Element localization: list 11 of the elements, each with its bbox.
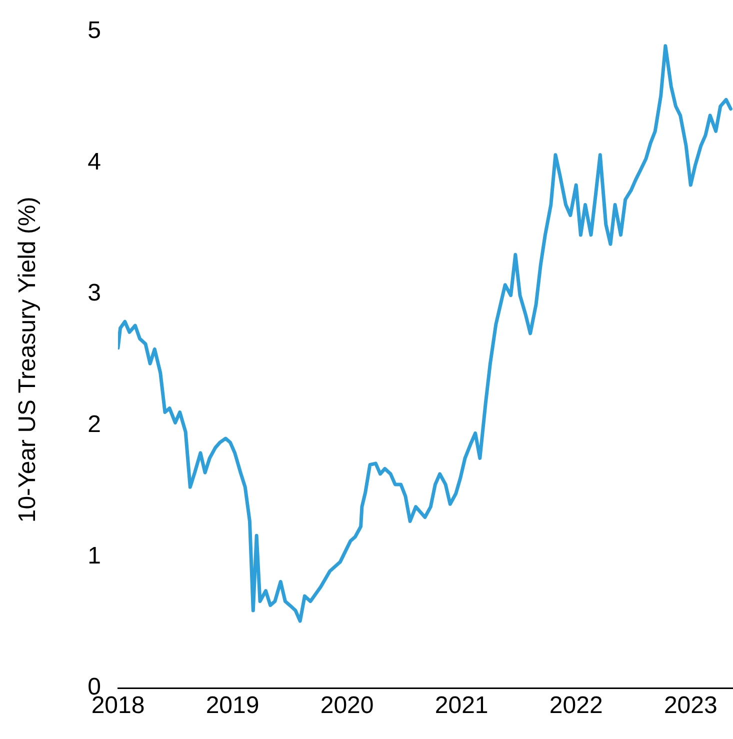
x-tick-label: 2020 (320, 692, 374, 720)
x-tick-label: 2023 (664, 692, 718, 720)
y-tick-label: 5 (88, 17, 101, 44)
y-axis-title: 10-Year US Treasury Yield (%) (14, 196, 42, 523)
x-tick-label: 2019 (206, 692, 260, 720)
y-tick-label: 4 (88, 148, 101, 176)
x-tick-label: 2022 (549, 692, 603, 720)
y-tick-label: 3 (88, 280, 101, 307)
y-tick-label: 2 (88, 410, 101, 438)
y-tick-label: 1 (88, 542, 101, 570)
x-tick-label: 2021 (434, 692, 488, 720)
